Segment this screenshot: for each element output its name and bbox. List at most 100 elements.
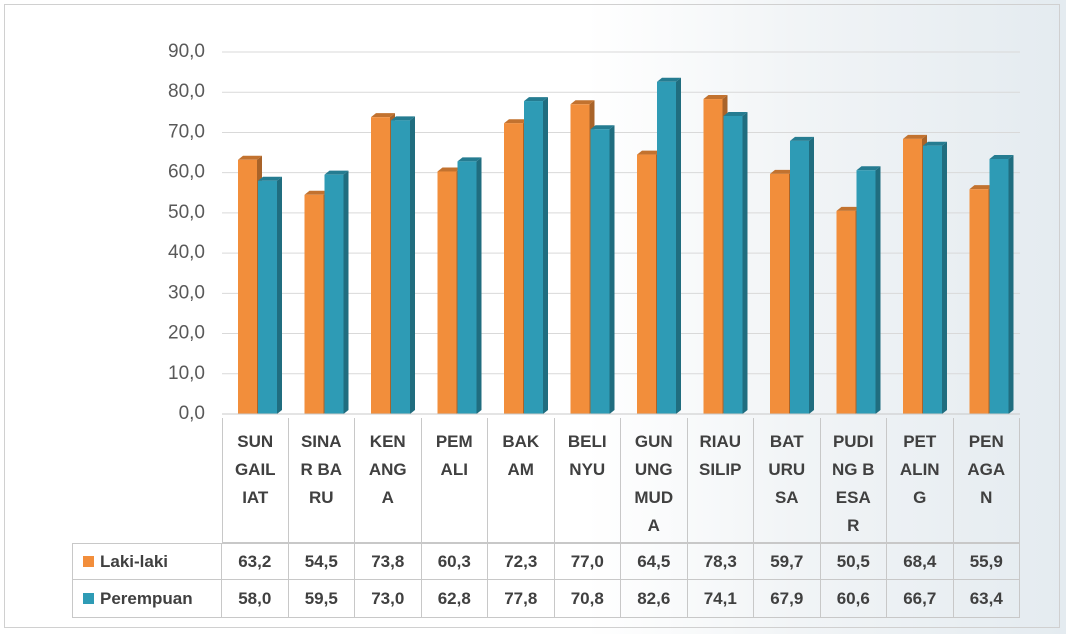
- bar: [790, 140, 809, 414]
- bar: [524, 101, 543, 415]
- value-label: 73,0: [371, 588, 405, 608]
- bar: [238, 159, 257, 414]
- x-tick-label: KENANGA: [368, 432, 407, 507]
- bar-side: [809, 136, 814, 414]
- value-cell: 74,1: [687, 580, 754, 618]
- x-tick-label: SUNGAILIAT: [234, 432, 276, 507]
- value-label: 70,8: [570, 588, 604, 608]
- value-cell: 63,2: [222, 543, 289, 580]
- bar-top: [637, 150, 661, 155]
- bar-top: [989, 154, 1014, 159]
- bar-top: [770, 169, 794, 174]
- value-label: 58,0: [238, 588, 272, 608]
- bar-top: [324, 170, 349, 175]
- value-cell: 59,7: [754, 543, 821, 580]
- bar: [324, 174, 344, 414]
- category-cell: GUNUNG MUDA: [621, 418, 688, 543]
- bar-side: [875, 166, 881, 414]
- value-label: 59,5: [304, 588, 338, 608]
- value-cell: 59,5: [288, 580, 355, 618]
- value-label: 67,9: [770, 588, 804, 608]
- category-cell: BELINYU: [554, 418, 621, 543]
- bar-side: [676, 77, 681, 415]
- bar-top: [969, 185, 994, 190]
- legend-swatch: [83, 556, 94, 567]
- bar: [391, 120, 410, 414]
- value-cell: 78,3: [687, 543, 754, 580]
- bar-top: [923, 141, 947, 146]
- bar-side: [343, 170, 349, 414]
- value-cell: 63,4: [953, 580, 1020, 618]
- legend-label: Laki-laki: [100, 551, 169, 571]
- bar-top: [790, 136, 814, 141]
- bar-side: [1008, 154, 1014, 415]
- y-tick-label: 20,0: [168, 323, 205, 344]
- bar-top: [504, 119, 528, 124]
- category-cell: BATURUSA: [754, 418, 821, 543]
- bar-side: [742, 111, 748, 414]
- value-cell: 82,6: [621, 580, 688, 618]
- bar-top: [391, 116, 415, 121]
- value-cell: 60,6: [820, 580, 887, 618]
- bar-top: [524, 97, 548, 102]
- bar: [969, 189, 989, 414]
- value-label: 66,7: [903, 588, 937, 608]
- bar: [570, 104, 590, 415]
- bar-top: [657, 77, 681, 82]
- value-label: 77,0: [570, 551, 604, 571]
- category-cell: PENAGAN: [953, 418, 1020, 543]
- bar: [723, 115, 743, 414]
- x-tick-label: PETALING: [899, 432, 940, 507]
- value-cell: 50,5: [820, 543, 887, 580]
- value-label: 73,8: [371, 551, 405, 571]
- bar-top: [590, 125, 615, 130]
- bar: [371, 117, 390, 414]
- bar-side: [476, 157, 482, 414]
- bar-top: [238, 155, 262, 160]
- bar: [457, 161, 477, 414]
- value-cell: 55,9: [953, 543, 1020, 580]
- x-tick-label: BATURUSA: [768, 432, 806, 507]
- y-tick-label: 60,0: [168, 162, 205, 183]
- value-cell: 77,8: [488, 580, 555, 618]
- bar-top: [723, 111, 748, 116]
- value-label: 82,6: [637, 588, 671, 608]
- value-label: 63,2: [238, 551, 272, 571]
- bar: [770, 173, 789, 414]
- bar: [856, 170, 876, 414]
- bar-side: [609, 125, 615, 414]
- value-cell: 60,3: [421, 543, 488, 580]
- value-label: 64,5: [637, 551, 671, 571]
- category-cell: SINAR BARU: [288, 418, 355, 543]
- y-tick-label: 10,0: [168, 363, 205, 384]
- value-cell: 64,5: [621, 543, 688, 580]
- value-cell: 54,5: [288, 543, 355, 580]
- y-tick-label: 50,0: [168, 202, 205, 223]
- bar-side: [277, 176, 282, 414]
- x-tick-label: PENAGAN: [967, 432, 1006, 507]
- bar-top: [371, 113, 395, 118]
- bar-top: [836, 206, 861, 211]
- category-cell: KENANGA: [355, 418, 422, 543]
- value-cell: 72,3: [488, 543, 555, 580]
- value-cell: 67,9: [754, 580, 821, 618]
- value-cell: 73,0: [355, 580, 422, 618]
- value-label: 60,6: [836, 588, 870, 608]
- bar-side: [942, 141, 947, 414]
- bar-side: [410, 116, 415, 414]
- value-label: 78,3: [703, 551, 737, 571]
- bar-top: [258, 176, 282, 181]
- bar: [304, 194, 324, 414]
- bar-side: [543, 97, 548, 415]
- value-cell: 66,7: [887, 580, 954, 618]
- x-tick-label: RIAU SILIP: [698, 432, 742, 479]
- value-label: 60,3: [437, 551, 471, 571]
- y-tick-label: 70,0: [168, 121, 205, 142]
- category-cell: SUNGAILIAT: [222, 418, 289, 543]
- legend-swatch: [83, 593, 94, 604]
- value-label: 77,8: [504, 588, 538, 608]
- bar: [437, 171, 457, 414]
- frame: [4, 4, 1060, 628]
